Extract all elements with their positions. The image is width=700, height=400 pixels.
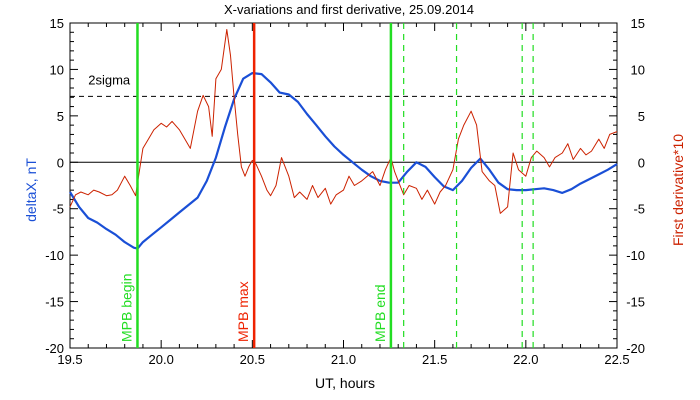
x-tick-label: 20.5	[240, 352, 265, 367]
y-right-tick-label: -5	[633, 202, 645, 217]
derivative-series-line	[69, 29, 618, 214]
plot-frame	[69, 22, 618, 349]
y-left-tick-label: -5	[52, 202, 64, 217]
y-left-tick-label: -15	[45, 295, 64, 310]
marker-label: MPB end	[372, 284, 388, 342]
y-right-tick-label: -10	[626, 248, 645, 263]
y-axis-left-label: deltaX, nT	[23, 158, 39, 222]
y-right-tick-label: 0	[638, 155, 645, 170]
x-axis-label: UT, hours	[315, 375, 375, 391]
y-right-tick-label: 15	[631, 16, 645, 31]
y-right-tick-label: 10	[631, 62, 645, 77]
chart-title: X-variations and first derivative, 25.09…	[224, 2, 474, 17]
x-tick-label: 22.0	[513, 352, 538, 367]
x-tick-label: 21.5	[422, 352, 447, 367]
x-tick-label: 21.0	[331, 352, 356, 367]
y-left-tick-label: -10	[45, 248, 64, 263]
y-right-tick-label: -15	[626, 295, 645, 310]
y-left-tick-label: 0	[57, 155, 64, 170]
marker-label: MPB max	[235, 281, 251, 342]
y-axis-right-label: First derivative*10	[670, 134, 686, 246]
y-left-tick-label: -20	[45, 341, 64, 356]
y-left-tick-label: 5	[57, 109, 64, 124]
marker-label: MPB begin	[118, 274, 134, 342]
y-right-tick-label: -20	[626, 341, 645, 356]
x-tick-label: 20.0	[149, 352, 174, 367]
y-left-tick-label: 15	[50, 16, 64, 31]
plot-area: 19.5 20.0 20.5 21.0 21.5 22.0 22.5-20 -20-15 -15…	[45, 16, 645, 367]
y-right-tick-label: 5	[638, 109, 645, 124]
x-tick-label: 19.5	[57, 352, 82, 367]
threshold-2sigma-label: 2sigma	[88, 72, 131, 87]
x-tick-label: 22.5	[604, 352, 629, 367]
deltaX-series-line	[69, 71, 618, 250]
y-left-tick-label: 10	[50, 62, 64, 77]
